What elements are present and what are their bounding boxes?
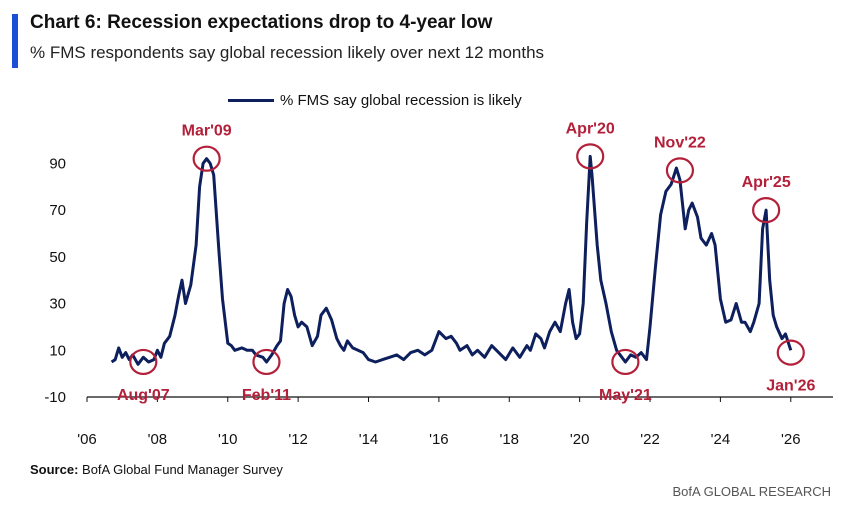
y-tick-label: 90 — [49, 155, 66, 172]
x-tick-label: '08 — [148, 431, 168, 448]
annotation-circle — [611, 348, 640, 376]
source-label: Source: — [30, 462, 79, 477]
source-text: BofA Global Fund Manager Survey — [78, 462, 283, 477]
x-tick-label: '06 — [77, 431, 97, 448]
annotation-circle — [752, 196, 781, 224]
chart-subtitle: % FMS respondents say global recession l… — [30, 43, 545, 62]
annotation-label: Apr'25 — [742, 174, 791, 191]
title-accent-bar — [12, 14, 18, 68]
x-tick-label: '16 — [429, 431, 449, 448]
legend: % FMS say global recession is likely — [228, 92, 522, 109]
y-tick-label: 50 — [49, 249, 66, 266]
annotation-label: Mar'09 — [182, 123, 232, 140]
y-tick-label: 30 — [49, 296, 66, 313]
y-tick-label: -10 — [44, 389, 66, 406]
annotation-circle — [776, 339, 805, 366]
legend-line-swatch — [228, 99, 274, 102]
x-tick-label: '18 — [499, 431, 519, 448]
y-tick-label: 70 — [49, 202, 66, 219]
x-tick-label: '22 — [640, 431, 660, 448]
annotation-label: Aug'07 — [117, 387, 170, 404]
x-tick-label: '14 — [359, 431, 379, 448]
annotation-label: May'21 — [599, 387, 652, 404]
chart-title: Chart 6: Recession expectations drop to … — [30, 12, 493, 33]
annotation-label: Jan'26 — [766, 378, 815, 395]
annotation-label: Apr'20 — [566, 120, 615, 137]
x-tick-label: '26 — [781, 431, 801, 448]
annotation-label: Nov'22 — [654, 134, 706, 151]
x-tick-label: '20 — [570, 431, 590, 448]
annotation-circle — [252, 348, 281, 376]
x-tick-label: '10 — [218, 431, 238, 448]
brand-footer: BofA GLOBAL RESEARCH — [672, 484, 831, 499]
annotation-circle — [192, 145, 221, 172]
source-note: Source: BofA Global Fund Manager Survey — [30, 462, 283, 477]
annotation-circle — [576, 143, 605, 170]
annotation-label: Feb'11 — [242, 387, 291, 404]
y-tick-label: 10 — [49, 342, 66, 359]
series-line-recession-likely — [110, 154, 793, 366]
annotation-circle — [665, 157, 695, 184]
legend-label: % FMS say global recession is likely — [280, 92, 522, 109]
annotation-circle — [129, 348, 158, 376]
x-tick-label: '24 — [711, 431, 731, 448]
x-tick-label: '12 — [288, 431, 308, 448]
